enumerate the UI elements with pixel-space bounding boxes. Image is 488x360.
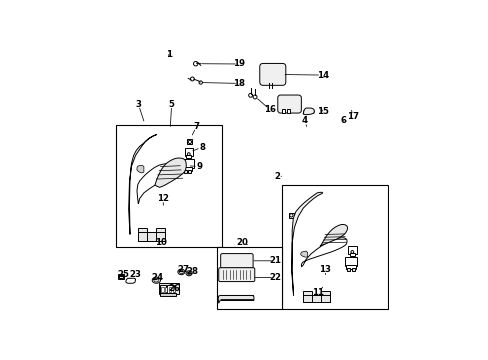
Text: 17: 17: [346, 112, 359, 121]
Polygon shape: [319, 225, 347, 246]
Text: 28: 28: [186, 267, 198, 276]
FancyBboxPatch shape: [218, 268, 254, 282]
Bar: [217, 247, 282, 309]
Text: 21: 21: [269, 256, 281, 265]
Ellipse shape: [185, 271, 192, 276]
Bar: [346, 268, 350, 271]
Bar: [344, 257, 357, 266]
FancyBboxPatch shape: [259, 63, 285, 85]
Polygon shape: [301, 238, 346, 267]
Bar: [183, 167, 192, 171]
Polygon shape: [137, 165, 143, 173]
Bar: [184, 148, 193, 156]
Bar: [303, 294, 329, 302]
Bar: [160, 293, 176, 296]
Text: 19: 19: [233, 59, 245, 68]
Text: 12: 12: [157, 194, 169, 203]
Bar: [128, 278, 131, 280]
Bar: [116, 125, 221, 247]
Ellipse shape: [152, 277, 160, 283]
Bar: [119, 275, 122, 278]
Bar: [288, 213, 293, 218]
Bar: [187, 170, 191, 174]
Polygon shape: [128, 134, 157, 234]
Ellipse shape: [154, 278, 159, 282]
Bar: [183, 170, 186, 174]
Text: 11: 11: [312, 288, 324, 297]
Text: 13: 13: [319, 265, 331, 274]
Text: 18: 18: [233, 79, 245, 88]
Ellipse shape: [187, 272, 190, 275]
Text: 3: 3: [135, 100, 141, 109]
Text: 7: 7: [193, 122, 199, 131]
Polygon shape: [303, 108, 314, 115]
Polygon shape: [137, 163, 185, 204]
Text: 9: 9: [196, 162, 202, 171]
Polygon shape: [300, 251, 307, 257]
Bar: [160, 285, 165, 293]
Bar: [138, 228, 146, 242]
Text: 14: 14: [316, 71, 328, 80]
Polygon shape: [291, 192, 322, 296]
Bar: [282, 185, 387, 309]
Text: 16: 16: [264, 105, 275, 114]
Text: 15: 15: [316, 107, 328, 116]
Bar: [169, 287, 171, 292]
Bar: [173, 287, 175, 292]
Bar: [187, 139, 192, 144]
Ellipse shape: [179, 270, 183, 274]
Text: 5: 5: [168, 100, 174, 109]
Text: 2: 2: [273, 172, 279, 181]
Bar: [349, 253, 354, 256]
Bar: [286, 109, 289, 113]
Text: 27: 27: [177, 265, 189, 274]
Polygon shape: [125, 278, 135, 283]
Text: 10: 10: [154, 238, 166, 247]
Text: 6: 6: [340, 116, 346, 125]
Text: 1: 1: [165, 50, 171, 59]
Bar: [118, 274, 123, 279]
Bar: [346, 265, 355, 269]
Bar: [351, 268, 354, 271]
Text: 25: 25: [117, 270, 129, 279]
Bar: [321, 291, 329, 302]
Bar: [167, 285, 173, 293]
Bar: [138, 232, 164, 242]
Text: 24: 24: [151, 273, 163, 282]
Bar: [303, 291, 311, 302]
Bar: [161, 287, 163, 292]
Bar: [181, 159, 193, 168]
Bar: [165, 287, 167, 292]
Text: 20: 20: [236, 238, 248, 247]
Text: 23: 23: [129, 270, 142, 279]
FancyBboxPatch shape: [220, 253, 253, 268]
Ellipse shape: [178, 269, 184, 275]
Bar: [347, 246, 356, 254]
Polygon shape: [218, 296, 253, 303]
Bar: [186, 155, 191, 158]
Polygon shape: [155, 158, 186, 187]
Bar: [158, 283, 178, 294]
Text: 8: 8: [199, 143, 204, 152]
Bar: [282, 109, 285, 113]
Text: 22: 22: [269, 273, 281, 282]
Text: 4: 4: [301, 116, 307, 125]
Bar: [156, 228, 164, 242]
FancyBboxPatch shape: [277, 95, 301, 113]
Text: 26: 26: [168, 284, 180, 293]
